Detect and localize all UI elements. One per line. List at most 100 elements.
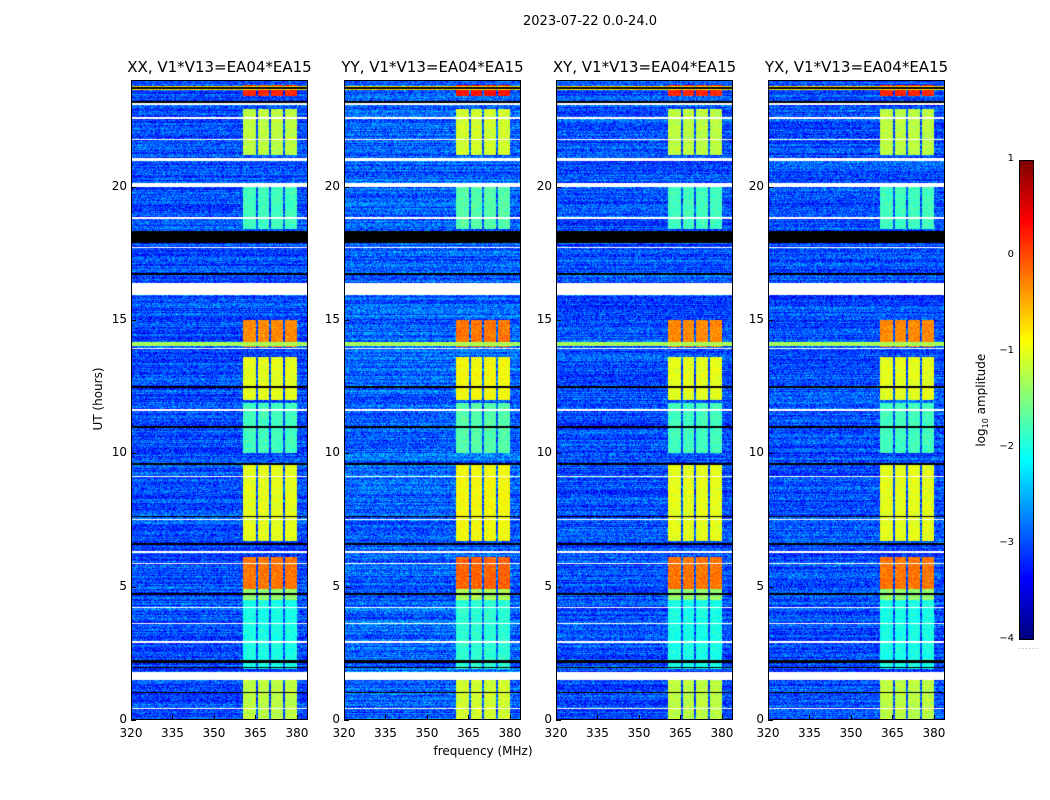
figure-title: 2023-07-22 0.0-24.0: [523, 14, 657, 29]
colorbar: [1019, 160, 1034, 640]
y-tick-label: 0: [756, 712, 764, 726]
y-tick-mark: [556, 453, 561, 455]
y-tick-mark: [131, 453, 136, 455]
spectrogram-image: [131, 80, 308, 720]
y-tick-label: 5: [544, 578, 552, 593]
y-tick-mark: [131, 320, 136, 321]
x-tick-mark: [255, 715, 257, 720]
x-tick-label: 365: [669, 726, 692, 740]
y-tick-mark: [131, 586, 136, 588]
y-tick-mark: [768, 320, 773, 321]
colorbar-label-sub: 10: [981, 418, 991, 429]
x-tick-mark: [131, 715, 132, 720]
y-tick-mark: [768, 453, 773, 455]
x-tick-mark: [344, 715, 345, 720]
x-tick-mark: [809, 715, 811, 720]
y-tick-label: 20: [111, 178, 127, 193]
x-tick-label: 320: [756, 726, 780, 740]
x-axis-label: frequency (MHz): [433, 744, 533, 758]
panel-title: YY, V1*V13=EA04*EA15: [341, 58, 524, 76]
y-tick-label: 0: [119, 712, 127, 726]
colorbar-tick-label: 0: [1007, 249, 1014, 260]
y-tick-label: 10: [748, 445, 764, 460]
y-tick-mark: [344, 586, 349, 588]
y-tick-label: 5: [756, 578, 764, 593]
x-tick-mark: [768, 715, 769, 720]
x-tick-label: 380: [922, 726, 946, 740]
y-tick-label: 15: [324, 312, 340, 326]
y-tick-label: 10: [324, 445, 340, 460]
y-tick-mark: [131, 186, 136, 188]
x-tick-label: 380: [285, 726, 309, 740]
colorbar-tick-label: −2: [999, 441, 1014, 452]
spectrogram-image: [768, 80, 945, 720]
x-tick-mark: [638, 715, 640, 720]
spectrogram-panel-2: YY, V1*V13=EA04*EA15 320 335 350 365 380 0 5 10 1…: [325, 58, 524, 740]
x-tick-mark: [721, 715, 723, 720]
x-tick-mark: [892, 715, 894, 720]
y-tick-mark: [768, 586, 773, 588]
x-tick-label: 365: [244, 726, 267, 740]
x-tick-label: 320: [544, 726, 568, 740]
y-tick-mark: [344, 320, 349, 321]
colorbar-tick-label: −4: [999, 633, 1014, 644]
colorbar-label-log: log: [973, 428, 988, 447]
y-tick-mark: [556, 186, 561, 188]
x-tick-mark: [296, 715, 298, 720]
colorbar-label-rest: amplitude: [973, 353, 988, 419]
x-tick-mark: [509, 715, 511, 720]
x-tick-mark: [680, 715, 682, 720]
y-tick-label: 5: [119, 578, 127, 593]
x-tick-mark: [385, 715, 387, 720]
y-tick-mark: [556, 720, 561, 721]
x-tick-label: 365: [457, 726, 480, 740]
colorbar-tick-label: 1: [1007, 153, 1014, 164]
y-tick-label: 20: [536, 178, 552, 193]
x-tick-label: 335: [161, 726, 184, 740]
y-tick-label: 15: [111, 312, 127, 326]
y-tick-mark: [556, 586, 561, 588]
x-tick-mark: [426, 715, 428, 720]
x-tick-label: 335: [586, 726, 609, 740]
x-tick-mark: [597, 715, 599, 720]
y-tick-mark: [556, 320, 561, 321]
x-tick-mark: [213, 715, 215, 720]
colorbar-tick-label: −1: [999, 345, 1014, 356]
panel-title: YX, V1*V13=EA04*EA15: [764, 58, 949, 76]
y-axis-label: UT (hours): [91, 367, 105, 431]
x-tick-label: 380: [710, 726, 734, 740]
x-tick-label: 320: [119, 726, 143, 740]
x-tick-label: 350: [627, 726, 651, 740]
panel-title: XY, V1*V13=EA04*EA15: [552, 58, 737, 76]
x-tick-mark: [172, 715, 174, 720]
y-tick-mark: [768, 720, 773, 721]
y-tick-mark: [344, 186, 349, 188]
x-tick-label: 335: [798, 726, 821, 740]
x-tick-label: 350: [839, 726, 863, 740]
x-tick-label: 350: [202, 726, 226, 740]
x-tick-mark: [850, 715, 852, 720]
x-tick-mark: [468, 715, 470, 720]
x-tick-label: 335: [374, 726, 397, 740]
y-tick-label: 0: [544, 712, 552, 726]
y-tick-label: 20: [324, 178, 340, 193]
y-tick-mark: [344, 453, 349, 455]
y-tick-mark: [344, 720, 349, 721]
x-tick-label: 380: [498, 726, 522, 740]
y-tick-label: 20: [748, 178, 764, 193]
panel-title: XX, V1*V13=EA04*EA15: [127, 58, 312, 76]
spectrogram-image: [344, 80, 521, 720]
colorbar-label: log10 amplitude: [974, 330, 990, 470]
x-tick-mark: [933, 715, 935, 720]
y-tick-label: 15: [536, 312, 552, 326]
x-tick-label: 365: [881, 726, 904, 740]
y-tick-label: 10: [536, 445, 552, 460]
y-tick-mark: [768, 186, 773, 188]
y-tick-label: 0: [332, 712, 340, 726]
spectrogram-panel-4: YX, V1*V13=EA04*EA15 320 335 350 365 380 0 5 10 1…: [749, 58, 948, 740]
colorbar-extend-dots: ......: [1018, 642, 1040, 651]
spectrogram-panel-3: XY, V1*V13=EA04*EA15 320 335 350 365 380 0 5 10 1…: [537, 58, 736, 740]
colorbar-tick-label: −3: [999, 537, 1014, 548]
y-tick-label: 10: [111, 445, 127, 460]
